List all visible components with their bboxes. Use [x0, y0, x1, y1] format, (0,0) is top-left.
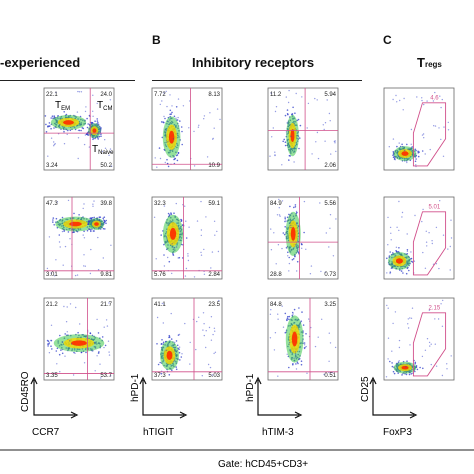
plot-r2c1: 47.3 39.8 3.01 9.81	[43, 196, 115, 280]
x-axis-label-htigit: hTIGIT	[143, 427, 174, 438]
scatter-dots	[156, 299, 220, 377]
plot-r1c1: 22.1 24.0 3.24 50.2	[43, 87, 115, 171]
scatter-dots	[46, 199, 112, 277]
scatter-dots	[386, 200, 453, 275]
quadrant-percent: 24.0	[100, 92, 112, 98]
plot-frame	[267, 87, 339, 171]
quadrant-percent: 0.73	[324, 272, 336, 278]
scatter-dots	[270, 198, 337, 275]
quadrant-percent: 9.81	[100, 272, 112, 278]
quadrant-percent: 84.9	[270, 201, 282, 207]
panel-b-title: Inhibitory receptors	[192, 55, 315, 70]
scatter-dots	[153, 200, 220, 278]
scatter-dots	[269, 305, 337, 377]
gate-label: Gate: hCD45+CD3+	[218, 459, 308, 470]
treg-percent: 5.01	[429, 204, 441, 210]
panel-c-title-sub: regs	[424, 60, 442, 69]
scatter-dots	[269, 89, 337, 166]
plot-r2c4: 5.01	[383, 196, 455, 280]
plot-frame	[151, 297, 223, 381]
quadrant-percent: 8.13	[208, 92, 220, 98]
quadrant-percent: 53.7	[100, 373, 112, 379]
quadrant-percent: 59.1	[208, 201, 220, 207]
y-axis-label-hpd1-2: hPD-1	[245, 373, 256, 402]
treg-gate	[412, 211, 447, 276]
plot-r1c3: 11.2 5.94 2.06	[267, 87, 339, 171]
quadrant-percent: 11.2	[270, 92, 282, 98]
plot-r3c3: 84.8 3.25 0.51	[267, 297, 339, 381]
plot-frame	[43, 196, 115, 280]
quadrant-percent: 5.56	[324, 201, 336, 207]
quadrant-percent: 50.2	[100, 163, 112, 169]
quadrant-percent: 23.5	[208, 302, 220, 308]
plot-frame	[43, 87, 115, 171]
tnaive-label: TNaive	[92, 144, 114, 156]
y-axis-label-cd45ro: CD45RO	[20, 371, 31, 412]
treg-gate	[412, 312, 447, 377]
tcm-label: TCM	[97, 100, 112, 112]
axis-col2: hTIGIT hPD-1	[130, 373, 188, 438]
treg-percent: 4.6	[430, 95, 439, 101]
treg-percent: 2.15	[429, 305, 441, 311]
plot-r2c3: 84.9 5.56 28.8 0.73	[267, 196, 339, 280]
quadrant-percent: 3.25	[324, 302, 336, 308]
quadrant-percent: 21.7	[100, 302, 112, 308]
quadrant-percent: 7.72	[154, 92, 166, 98]
quadrant-percent: 37.3	[154, 373, 166, 379]
quadrant-percent: 32.3	[154, 201, 166, 207]
plot-frame	[267, 196, 339, 280]
panel-c-title: Tregs	[417, 55, 442, 70]
quadrant-percent: 21.2	[46, 302, 58, 308]
quadrant-percent: 3.24	[46, 163, 58, 169]
quadrant-percent: 3.35	[46, 373, 58, 379]
panel-a-underline	[0, 80, 135, 81]
x-axis-label-foxp3: FoxP3	[383, 427, 412, 438]
quadrant-percent: 3.01	[46, 272, 58, 278]
plot-r2c2: 32.3 59.1 5.76 2.84	[151, 196, 223, 280]
plot-r3c1: 21.2 21.7 3.35 53.7	[43, 297, 115, 381]
y-axis-label-cd25: CD25	[360, 376, 371, 402]
quadrant-percent: 84.8	[270, 302, 282, 308]
y-axis-label-hpd1: hPD-1	[130, 373, 141, 402]
tem-label: TEM	[55, 100, 70, 112]
plot-frame	[151, 87, 223, 171]
x-axis-label-ccr7: CCR7	[32, 427, 60, 438]
quadrant-percent: 28.8	[270, 272, 282, 278]
quadrant-percent: 39.8	[100, 201, 112, 207]
plot-r1c2: 7.72 8.13 10.9	[151, 87, 223, 171]
panel-a-title: -experienced	[0, 55, 81, 70]
quadrant-percent: 5.94	[324, 92, 336, 98]
quadrant-percent: 41.1	[154, 302, 166, 308]
scatter-dots	[46, 302, 112, 379]
axis-col3: hTIM-3 hPD-1	[245, 373, 303, 438]
treg-gate	[412, 102, 447, 167]
quadrant-percent: 5.03	[208, 373, 220, 379]
scatter-dots	[388, 91, 450, 168]
quadrant-percent: 5.76	[154, 272, 166, 278]
quadrant-percent: 2.06	[324, 163, 336, 169]
plot-r1c4: 4.6	[383, 87, 455, 171]
quadrant-percent: 47.3	[46, 201, 58, 207]
axis-col4: FoxP3 CD25	[360, 376, 418, 438]
quadrant-percent: 10.9	[208, 163, 220, 169]
quadrant-percent: 2.84	[208, 272, 220, 278]
panel-b-underline	[152, 80, 362, 81]
panel-c-title-main: T	[417, 55, 425, 70]
quadrant-percent: 0.51	[324, 373, 336, 379]
plot-r3c2: 41.1 23.5 37.3 5.03	[151, 297, 223, 381]
panel-b-letter: B	[152, 33, 161, 47]
quadrant-percent: 22.1	[46, 92, 58, 98]
plot-r3c4: 2.15	[383, 297, 455, 381]
scatter-dots	[154, 90, 221, 168]
axis-col1: CCR7 CD45RO	[20, 371, 79, 438]
x-axis-label-htim3: hTIM-3	[262, 427, 294, 438]
panel-c-letter: C	[383, 33, 392, 47]
scatter-dots	[44, 90, 113, 167]
